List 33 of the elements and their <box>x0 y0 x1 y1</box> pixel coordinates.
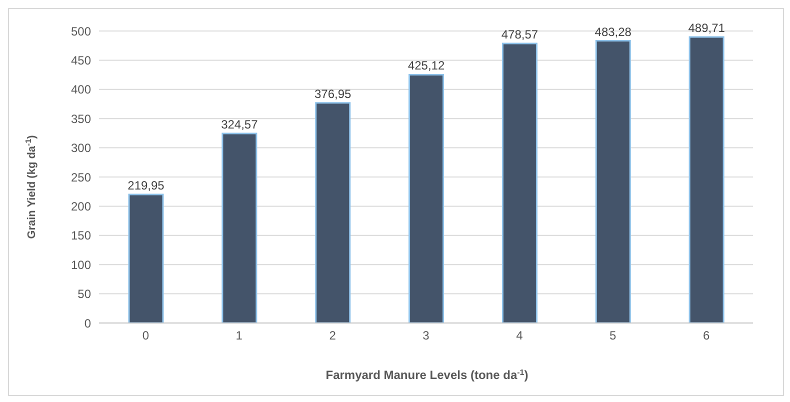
x-tick-label: 6 <box>702 328 710 343</box>
data-label: 425,12 <box>408 58 445 73</box>
bar <box>688 36 724 323</box>
data-label: 324,57 <box>221 117 258 132</box>
data-label: 478,57 <box>501 28 538 42</box>
data-label: 483,28 <box>594 24 632 39</box>
y-tick-label: 400 <box>70 82 92 97</box>
x-tick-label: 3 <box>422 328 430 343</box>
bar <box>315 102 351 323</box>
y-tick-label: 300 <box>70 141 92 156</box>
y-tick-label: 200 <box>70 199 92 214</box>
data-label: 489,71 <box>688 21 726 36</box>
y-tick-label: 50 <box>78 287 92 302</box>
y-tick-label: 500 <box>70 24 92 38</box>
x-tick-label: 5 <box>610 328 617 343</box>
bar <box>595 40 631 323</box>
x-tick-label: 2 <box>329 328 336 343</box>
bar <box>222 132 258 323</box>
bar <box>502 42 538 323</box>
y-tick-label: 450 <box>70 53 92 68</box>
x-axis-title: Farmyard Manure Levels (tone da$^{-1}$) <box>326 368 528 382</box>
bar <box>408 74 444 323</box>
y-tick-label: 150 <box>70 228 92 243</box>
x-tick-label: 0 <box>142 328 150 343</box>
data-label: 376,95 <box>314 86 352 101</box>
x-tick-label: 4 <box>516 328 524 343</box>
x-tick-label: 1 <box>236 328 243 343</box>
y-tick-label: 250 <box>70 170 92 184</box>
y-tick-label: 100 <box>70 258 92 272</box>
y-tick-label: 0 <box>84 316 92 330</box>
y-tick-label: 350 <box>70 112 92 126</box>
bar <box>128 194 164 323</box>
data-label: 219,95 <box>128 178 165 193</box>
